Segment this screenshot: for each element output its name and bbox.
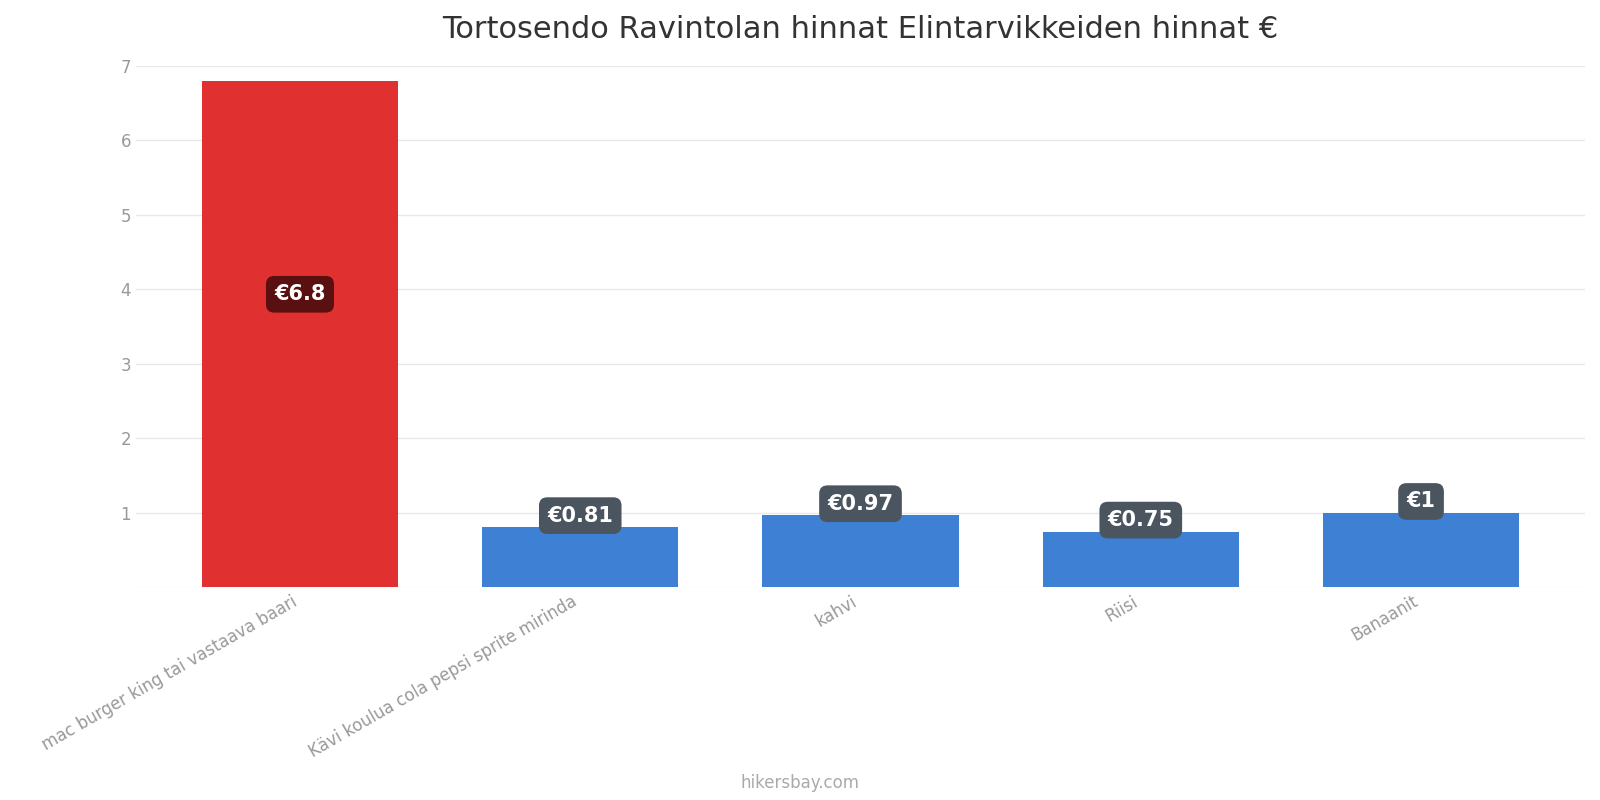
Text: €6.8: €6.8 xyxy=(274,284,326,304)
Text: hikersbay.com: hikersbay.com xyxy=(741,774,859,792)
Text: €0.75: €0.75 xyxy=(1107,510,1174,530)
Bar xyxy=(482,527,678,587)
Bar xyxy=(1043,531,1238,587)
Bar xyxy=(763,515,958,587)
Text: €0.81: €0.81 xyxy=(547,506,613,526)
Bar xyxy=(1323,513,1518,587)
Title: Tortosendo Ravintolan hinnat Elintarvikkeiden hinnat €: Tortosendo Ravintolan hinnat Elintarvikk… xyxy=(442,15,1278,44)
Text: €1: €1 xyxy=(1406,491,1435,511)
Text: €0.97: €0.97 xyxy=(827,494,893,514)
Bar xyxy=(202,81,398,587)
